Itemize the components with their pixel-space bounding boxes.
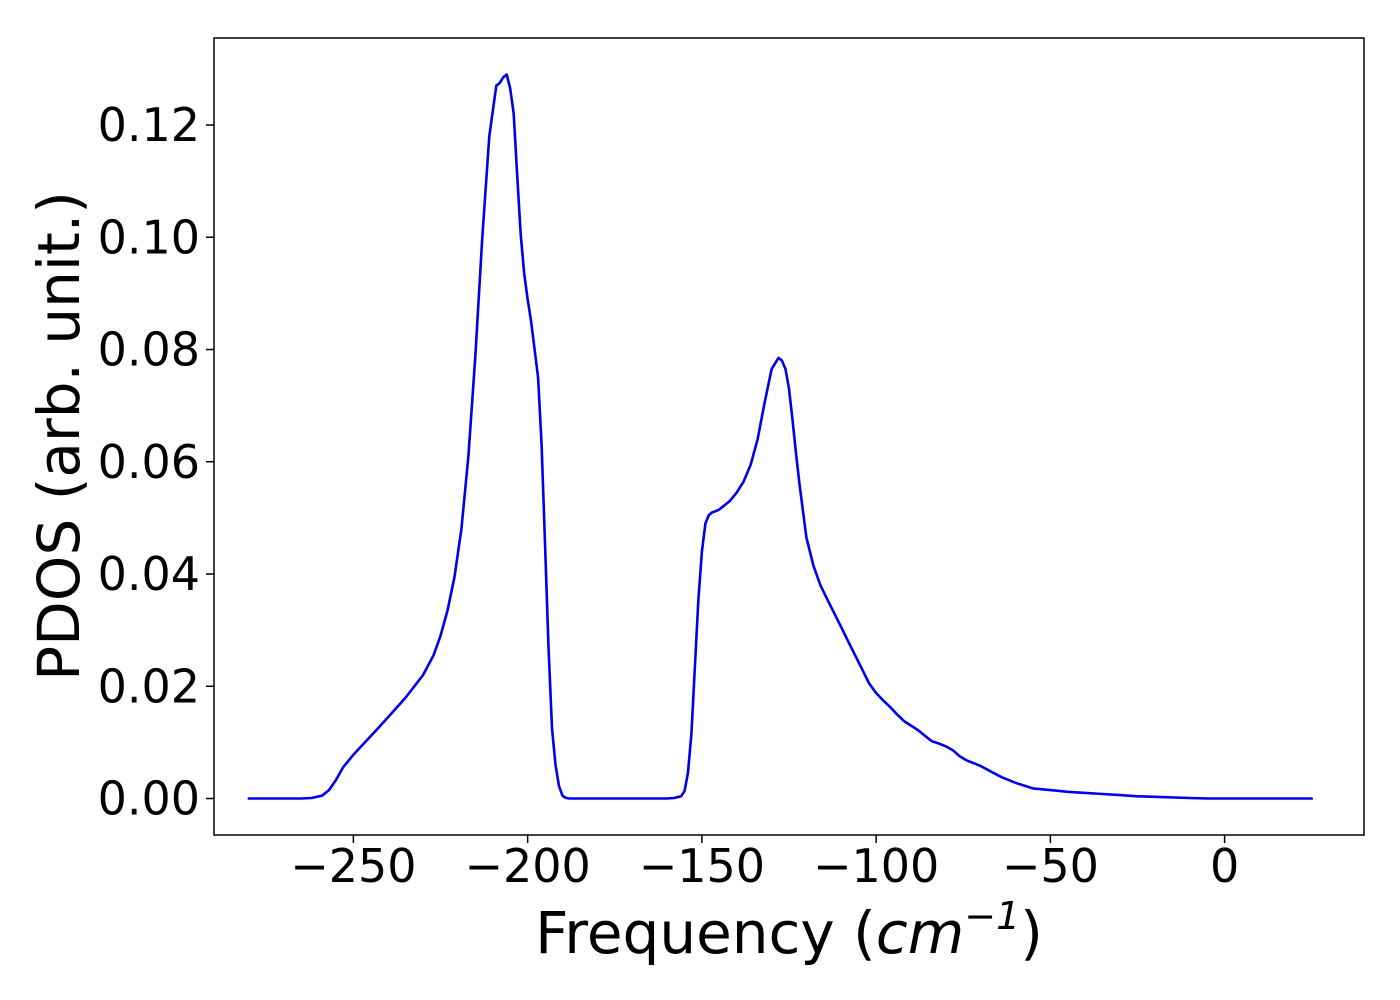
x-axis-title-prefix: Frequency (	[535, 899, 876, 967]
y-tick-label: 0.10	[98, 210, 200, 264]
x-axis-ticks: −250 −200 −150 −100 −50 0	[290, 835, 1239, 893]
x-tick-label: −100	[813, 839, 939, 893]
x-tick-label: −200	[464, 839, 590, 893]
y-tick-label: 0.02	[98, 659, 200, 713]
y-tick-label: 0.04	[98, 547, 200, 601]
y-tick-label: 0.00	[98, 772, 200, 826]
y-tick-label: 0.06	[98, 435, 200, 489]
x-tick-label: −50	[1002, 839, 1099, 893]
x-axis-title-suffix: )	[1020, 899, 1043, 967]
plot-frame	[213, 37, 1365, 836]
x-tick-label: −250	[290, 839, 416, 893]
x-tick-label: −150	[639, 839, 765, 893]
x-axis-title-unit: cm	[876, 899, 964, 967]
pdos-series-line-0	[247, 73, 1313, 800]
y-tick-label: 0.12	[98, 98, 200, 152]
y-axis-title: PDOS (arb. unit.)	[25, 191, 93, 681]
x-axis-title-exponent: −1	[964, 894, 1020, 938]
y-axis-ticks: 0.00 0.02 0.04 0.06 0.08 0.10 0.12	[98, 98, 214, 826]
x-tick-label: 0	[1210, 839, 1239, 893]
x-axis-title: Frequency (cm−1)	[535, 894, 1043, 967]
plot-area	[214, 38, 1364, 835]
y-tick-label: 0.08	[98, 323, 200, 377]
series-layer	[247, 73, 1313, 800]
